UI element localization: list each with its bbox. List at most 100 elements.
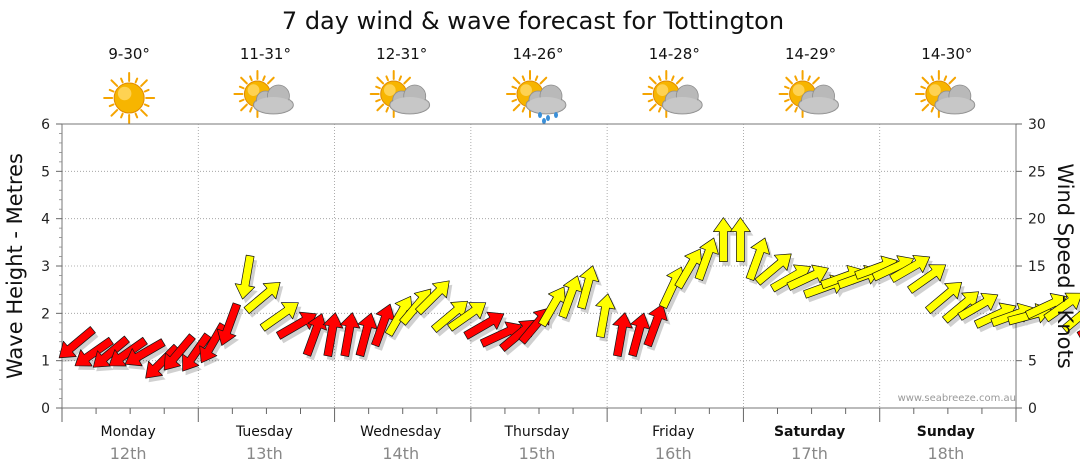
weather-day: 14-26° bbox=[506, 45, 567, 124]
right-tick-label: 5 bbox=[1028, 354, 1037, 370]
right-tick-label: 0 bbox=[1028, 401, 1037, 417]
sun-ray bbox=[794, 75, 798, 82]
sun-highlight bbox=[247, 84, 260, 96]
sun-rays bbox=[103, 72, 156, 124]
sun-ray bbox=[376, 103, 385, 112]
temperature-range: 14-28° bbox=[649, 45, 700, 63]
day-name: Wednesday bbox=[360, 424, 441, 440]
watermark: www.seabreeze.com.au bbox=[898, 393, 1016, 404]
sun-ray bbox=[398, 75, 402, 82]
wind-arrow bbox=[182, 332, 212, 372]
wind-arrow bbox=[243, 281, 281, 314]
wind-arrow bbox=[145, 343, 180, 379]
day-date: 13th bbox=[246, 444, 283, 463]
sun-ray bbox=[521, 106, 526, 113]
day-date: 15th bbox=[519, 444, 556, 463]
left-tick-label: 0 bbox=[41, 401, 50, 417]
cloud-shape bbox=[253, 84, 294, 115]
day-labels: Monday 12th Tuesday 13th Wednesday 14th Thursd… bbox=[101, 424, 975, 463]
day-date: 14th bbox=[382, 444, 419, 463]
cloud-shape bbox=[661, 84, 703, 115]
sun-ray bbox=[134, 112, 139, 119]
sun-ray bbox=[512, 103, 521, 112]
sun-cloud-icon bbox=[642, 70, 703, 118]
rain-drop bbox=[546, 115, 550, 121]
sun-ray bbox=[140, 79, 148, 87]
wind-arrow bbox=[889, 254, 931, 283]
wind-arrow bbox=[463, 311, 505, 340]
sun-ray bbox=[385, 106, 389, 113]
sun-ray bbox=[249, 75, 253, 82]
sun-cloud-icon bbox=[369, 70, 431, 118]
wind-arrow bbox=[628, 312, 651, 357]
cloud-fill bbox=[254, 97, 293, 113]
rain-drop bbox=[538, 112, 542, 118]
wind-arrow bbox=[276, 311, 317, 340]
left-tick-label: 1 bbox=[41, 354, 50, 370]
sun-ray bbox=[534, 75, 539, 82]
sun-ray bbox=[238, 98, 245, 103]
sun-ray bbox=[134, 77, 139, 84]
sun-ray bbox=[649, 103, 657, 112]
wind-arrow bbox=[108, 336, 148, 367]
arrow-marks bbox=[58, 217, 1080, 379]
sun-ray bbox=[784, 98, 790, 103]
sun-cloud-icon bbox=[778, 70, 839, 118]
sun-ray bbox=[920, 98, 926, 103]
cloud-fill bbox=[527, 97, 565, 113]
sun-ray bbox=[108, 103, 115, 108]
day-date: 12th bbox=[110, 444, 147, 463]
sun-ray bbox=[649, 76, 657, 85]
wind-arrow bbox=[730, 217, 751, 262]
wind-arrow bbox=[754, 253, 792, 286]
wind-arrow bbox=[124, 338, 166, 367]
sun-highlight bbox=[117, 86, 132, 101]
weather-day: 12-31° bbox=[369, 45, 431, 118]
wind-arrow bbox=[259, 302, 299, 332]
wind-arrow bbox=[745, 237, 770, 281]
sun-ray bbox=[403, 76, 411, 85]
wind-arrow bbox=[577, 265, 600, 310]
sun-ray bbox=[921, 103, 930, 112]
sun-ray bbox=[512, 76, 521, 85]
day-name: Tuesday bbox=[235, 424, 293, 440]
sun-highlight bbox=[929, 84, 941, 96]
sun-highlight bbox=[520, 84, 532, 96]
sun-ray bbox=[143, 88, 150, 93]
sun-ray bbox=[267, 76, 275, 85]
sun-cloud-rain-icon bbox=[506, 70, 567, 124]
sun-ray bbox=[120, 77, 124, 84]
day-name: Thursday bbox=[503, 424, 569, 440]
sun-ray bbox=[785, 103, 793, 112]
sun-highlight bbox=[383, 84, 396, 96]
cloud-fill bbox=[663, 97, 702, 113]
day-date: 18th bbox=[927, 444, 964, 463]
sun-cloud-icon bbox=[233, 70, 294, 118]
temperature-range: 14-29° bbox=[785, 45, 836, 63]
left-axis-ticks: 0 1 2 3 4 5 6 bbox=[41, 117, 62, 417]
sun-ray bbox=[375, 85, 381, 90]
sun-ray bbox=[658, 75, 662, 82]
sun-ray bbox=[930, 75, 935, 82]
weather-day: 14-30° bbox=[914, 45, 976, 118]
cloud-fill bbox=[799, 97, 838, 113]
left-tick-label: 5 bbox=[41, 164, 50, 180]
cloud-fill bbox=[935, 97, 974, 113]
sun-ray bbox=[812, 76, 820, 85]
sun-ray bbox=[675, 76, 684, 85]
wind-arrow bbox=[234, 254, 256, 300]
sun-ray bbox=[930, 106, 935, 113]
wind-arrow bbox=[1076, 330, 1080, 339]
right-axis-ticks: 051015202530 bbox=[1016, 117, 1046, 417]
weather-day: 14-28° bbox=[642, 45, 703, 118]
sun-ray bbox=[794, 106, 798, 113]
cloud-shape bbox=[389, 84, 431, 115]
sun-ray bbox=[539, 76, 548, 85]
right-tick-label: 20 bbox=[1028, 212, 1046, 228]
sun-ray bbox=[647, 85, 654, 90]
sun-ray bbox=[108, 88, 115, 93]
day-name: Saturday bbox=[774, 424, 845, 440]
wind-arrow bbox=[447, 302, 487, 332]
weather-day: 9-30° bbox=[103, 45, 156, 124]
sun-ray bbox=[140, 109, 148, 117]
